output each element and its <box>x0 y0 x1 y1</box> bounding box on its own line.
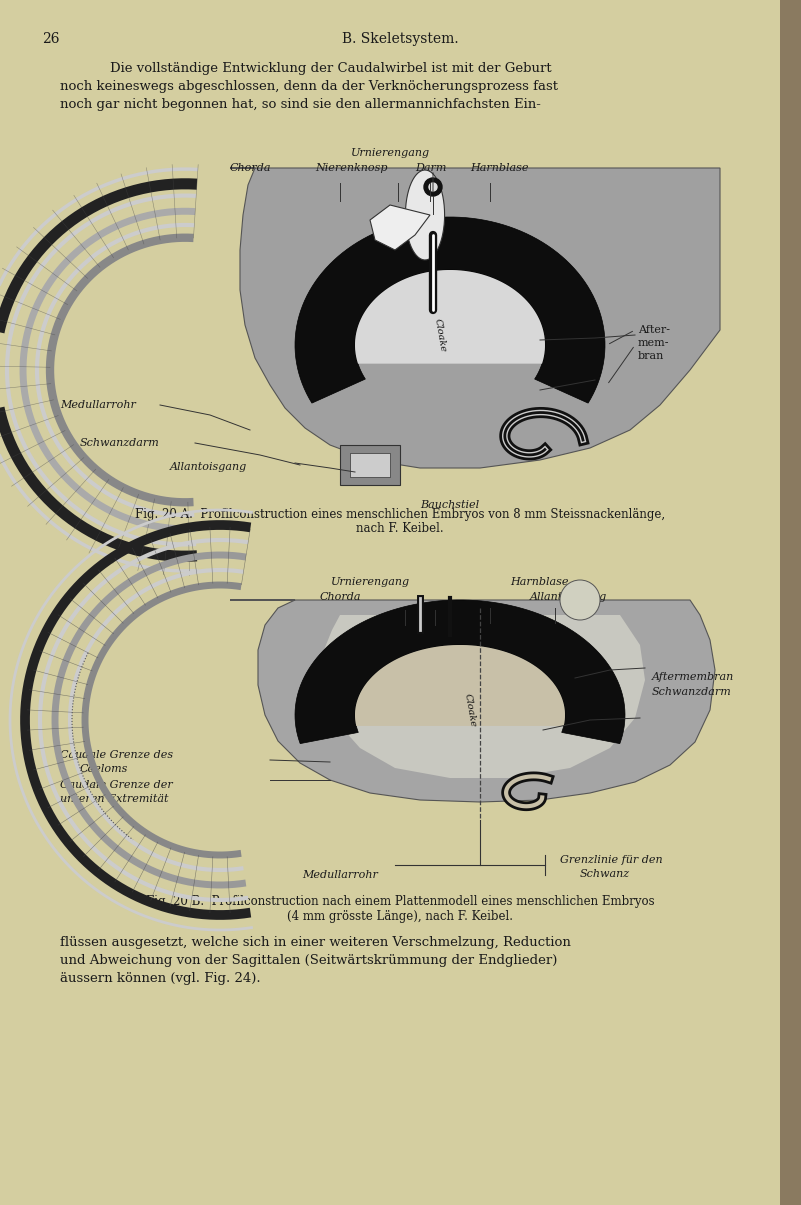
Text: Schwanzdarm: Schwanzdarm <box>652 687 732 696</box>
Text: flüssen ausgesetzt, welche sich in einer weiteren Verschmelzung, Reduction: flüssen ausgesetzt, welche sich in einer… <box>60 936 571 950</box>
Text: mem-: mem- <box>638 337 670 348</box>
Polygon shape <box>295 600 625 743</box>
Text: Die vollständige Entwicklung der Caudalwirbel ist mit der Geburt: Die vollständige Entwicklung der Caudalw… <box>110 61 552 75</box>
Polygon shape <box>322 615 645 778</box>
Text: Schwanz: Schwanz <box>580 869 630 878</box>
Polygon shape <box>355 270 545 364</box>
Text: Grenzlinie für den: Grenzlinie für den <box>560 856 662 865</box>
Circle shape <box>560 580 600 621</box>
Text: Allantoisgang: Allantoisgang <box>530 592 607 602</box>
Polygon shape <box>370 205 430 249</box>
Circle shape <box>429 183 437 192</box>
Text: Urnierengang: Urnierengang <box>351 148 429 158</box>
Text: noch gar nicht begonnen hat, so sind sie den allermannichfachsten Ein-: noch gar nicht begonnen hat, so sind sie… <box>60 98 541 111</box>
Text: äussern können (vgl. Fig. 24).: äussern können (vgl. Fig. 24). <box>60 972 260 984</box>
Text: Fig. 20 B.  Profilconstruction nach einem Plattenmodell eines menschlichen Embry: Fig. 20 B. Profilconstruction nach einem… <box>146 895 654 909</box>
Text: Chorda: Chorda <box>320 592 360 602</box>
Text: B. Skeletsystem.: B. Skeletsystem. <box>342 33 458 46</box>
Text: bran: bran <box>638 351 664 362</box>
Text: Allantoisgang: Allantoisgang <box>170 462 248 472</box>
Bar <box>340 445 400 484</box>
Text: Cloake: Cloake <box>433 317 448 353</box>
Text: Schwanzdarm: Schwanzdarm <box>80 437 159 448</box>
Text: Harnblase: Harnblase <box>470 163 529 174</box>
Text: Caudale Grenze der: Caudale Grenze der <box>60 780 173 790</box>
Text: Darm: Darm <box>415 163 446 174</box>
Text: Medullarrohr: Medullarrohr <box>302 870 378 880</box>
Text: Medullarrohr: Medullarrohr <box>60 400 136 410</box>
Text: (4 mm grösste Länge), nach F. Keibel.: (4 mm grösste Länge), nach F. Keibel. <box>287 910 513 923</box>
Text: Harnblase: Harnblase <box>510 577 569 587</box>
Text: Caudale Grenze des: Caudale Grenze des <box>60 750 173 760</box>
Text: unteren Extremität: unteren Extremität <box>60 794 168 804</box>
Polygon shape <box>355 645 565 725</box>
Text: und Abweichung von der Sagittalen (Seitwärtskrümmung der Endglieder): und Abweichung von der Sagittalen (Seitw… <box>60 954 557 966</box>
Polygon shape <box>230 167 720 468</box>
Text: Chorda: Chorda <box>230 163 272 174</box>
Text: After-: After- <box>638 325 670 335</box>
Polygon shape <box>230 600 715 803</box>
Text: Fig. 20 A.  Profilconstruction eines menschlichen Embryos von 8 mm Steissnackenl: Fig. 20 A. Profilconstruction eines mens… <box>135 509 665 521</box>
Bar <box>780 0 801 1205</box>
Text: Bauchstiel: Bauchstiel <box>421 500 480 510</box>
Text: Urnierengang: Urnierengang <box>331 577 409 587</box>
Text: noch keineswegs abgeschlossen, denn da der Verknöcherungsprozess fast: noch keineswegs abgeschlossen, denn da d… <box>60 80 558 93</box>
Circle shape <box>424 178 442 196</box>
Polygon shape <box>295 217 605 404</box>
Text: Aftermembran: Aftermembran <box>652 672 735 682</box>
Text: Coeloms: Coeloms <box>80 764 128 774</box>
Text: nach F. Keibel.: nach F. Keibel. <box>356 522 444 535</box>
Polygon shape <box>405 170 445 260</box>
Text: Nierenknosp: Nierenknosp <box>315 163 388 174</box>
Bar <box>350 453 390 477</box>
Text: 26: 26 <box>42 33 59 46</box>
Text: Cloake: Cloake <box>463 693 477 728</box>
